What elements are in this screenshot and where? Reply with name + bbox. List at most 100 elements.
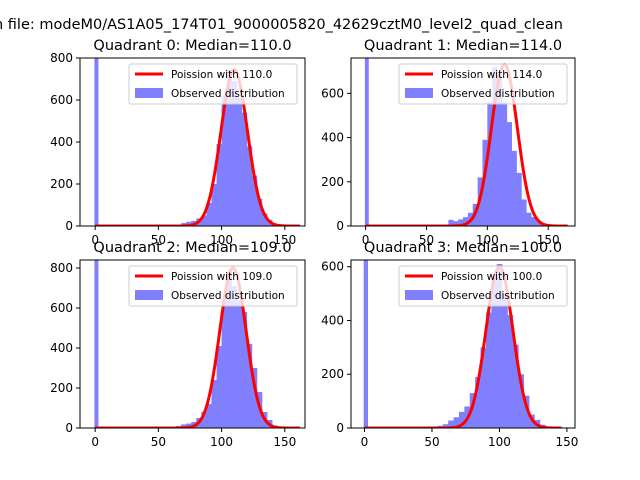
plot-data <box>94 260 301 428</box>
x-tick-label: 50 <box>151 435 166 449</box>
zero-bin-bar <box>94 58 99 226</box>
legend: Poission with 100.0 Observed distribution <box>398 265 568 307</box>
histogram-bar <box>442 424 449 428</box>
y-tick-label: 200 <box>50 381 73 395</box>
x-tick-label: 50 <box>419 233 434 247</box>
histogram-bar <box>453 221 459 226</box>
y-tick-label: 200 <box>321 367 344 381</box>
histogram-bar <box>206 202 212 226</box>
histogram-bar <box>492 66 498 226</box>
legend-observed-swatch <box>405 88 433 98</box>
x-tick-label: 0 <box>362 233 370 247</box>
y-tick-label: 400 <box>321 131 344 145</box>
x-tick-label: 100 <box>210 233 233 247</box>
histogram-bar <box>491 277 498 428</box>
x-tick-label: 100 <box>476 233 499 247</box>
histogram-bar <box>523 395 530 428</box>
histogram-bar <box>256 198 263 226</box>
y-tick-label: 800 <box>50 261 73 275</box>
figure-suptitle: n file: modeM0/AS1A05_174T01_9000005820_… <box>0 17 563 33</box>
y-tick-label: 600 <box>321 86 344 100</box>
x-tick-label: 150 <box>273 435 296 449</box>
panel-title: Quadrant 3: Median=100.0 <box>364 240 562 256</box>
histogram-bar <box>448 219 454 226</box>
histogram-bar <box>482 139 488 226</box>
axes-frame <box>79 259 306 429</box>
legend-observed-label: Observed distribution <box>441 88 555 100</box>
x-tick-label: 0 <box>91 435 99 449</box>
legend-observed-swatch <box>135 88 163 98</box>
panel-quadrant-2: 0 50 100 150 0 200 400 600 800 Quadrant 2: Median… <box>50 240 306 449</box>
zero-bin-bar <box>364 58 369 226</box>
histogram-bar <box>216 346 222 428</box>
legend: Poission with 109.0 Observed distribution <box>128 265 298 307</box>
histogram-bar <box>231 81 238 226</box>
x-tick-label: 0 <box>361 435 369 449</box>
histogram-bar <box>241 312 248 428</box>
legend-box <box>398 265 568 307</box>
legend: Poission with 114.0 Observed distribution <box>398 63 568 105</box>
legend-observed-label: Observed distribution <box>171 290 285 302</box>
x-tick-label: 50 <box>424 435 439 449</box>
histogram-bar <box>480 347 487 428</box>
histogram-bar <box>469 393 476 428</box>
legend-poisson-label: Poission with 109.0 <box>171 271 272 283</box>
y-tick-label: 0 <box>336 219 344 233</box>
panel-title: Quadrant 2: Median=109.0 <box>93 240 291 256</box>
histogram-bar <box>518 374 525 428</box>
histogram-bar <box>226 70 232 226</box>
x-tick-label: 100 <box>210 435 233 449</box>
histogram-bar <box>448 420 454 428</box>
poisson-curve <box>94 266 301 428</box>
y-tick-label: 400 <box>321 313 344 327</box>
histogram-bar <box>516 172 522 226</box>
histogram-bar <box>458 219 464 226</box>
histogram-bar <box>206 404 212 428</box>
zero-bin-bar <box>94 260 99 428</box>
axes-frame <box>350 259 576 429</box>
plot-data <box>363 260 563 428</box>
legend-box <box>398 63 568 105</box>
histogram-bar <box>502 293 508 428</box>
legend-poisson-label: Poission with 100.0 <box>441 271 542 283</box>
x-tick-label: 150 <box>555 435 578 449</box>
histogram-bar <box>251 175 258 226</box>
histogram-bar <box>231 286 238 428</box>
x-tick-label: 0 <box>91 233 99 247</box>
y-tick-label: 200 <box>321 175 344 189</box>
y-tick-label: 200 <box>50 177 73 191</box>
x-tick-label: 50 <box>151 233 166 247</box>
histogram-bar <box>501 102 508 226</box>
legend-poisson-label: Poission with 110.0 <box>171 69 272 81</box>
histogram-bar <box>496 264 503 428</box>
histogram-bar <box>475 376 481 428</box>
legend-poisson-label: Poission with 114.0 <box>441 69 542 81</box>
y-tick-label: 800 <box>50 51 73 65</box>
histogram-bar <box>236 97 243 226</box>
histogram-bar <box>186 221 192 226</box>
histogram-bar <box>521 199 527 226</box>
histogram-bar <box>236 300 243 428</box>
panel-quadrant-0: 0 50 100 150 0 200 400 600 800 Quadrant 0: Median… <box>50 38 306 247</box>
histogram-bar <box>181 424 187 428</box>
histogram-bar <box>453 417 460 428</box>
histogram-bar <box>246 146 253 226</box>
y-tick-label: 400 <box>50 135 73 149</box>
plot-data <box>364 58 569 226</box>
histogram-bar <box>201 412 207 428</box>
histogram-bar <box>526 212 532 226</box>
histogram-bar <box>241 112 248 226</box>
plot-data <box>94 58 301 226</box>
histogram-bar <box>463 217 469 226</box>
x-tick-label: 150 <box>273 233 296 247</box>
histogram-bar <box>512 344 519 428</box>
histogram-bar <box>186 423 192 428</box>
panel-title: Quadrant 1: Median=114.0 <box>364 38 562 54</box>
histogram-bar <box>216 144 222 226</box>
poisson-curve <box>363 265 563 428</box>
histogram-bar <box>485 312 492 428</box>
y-tick-label: 0 <box>65 219 73 233</box>
histogram-bar <box>201 215 207 226</box>
histogram-bar <box>536 221 542 226</box>
